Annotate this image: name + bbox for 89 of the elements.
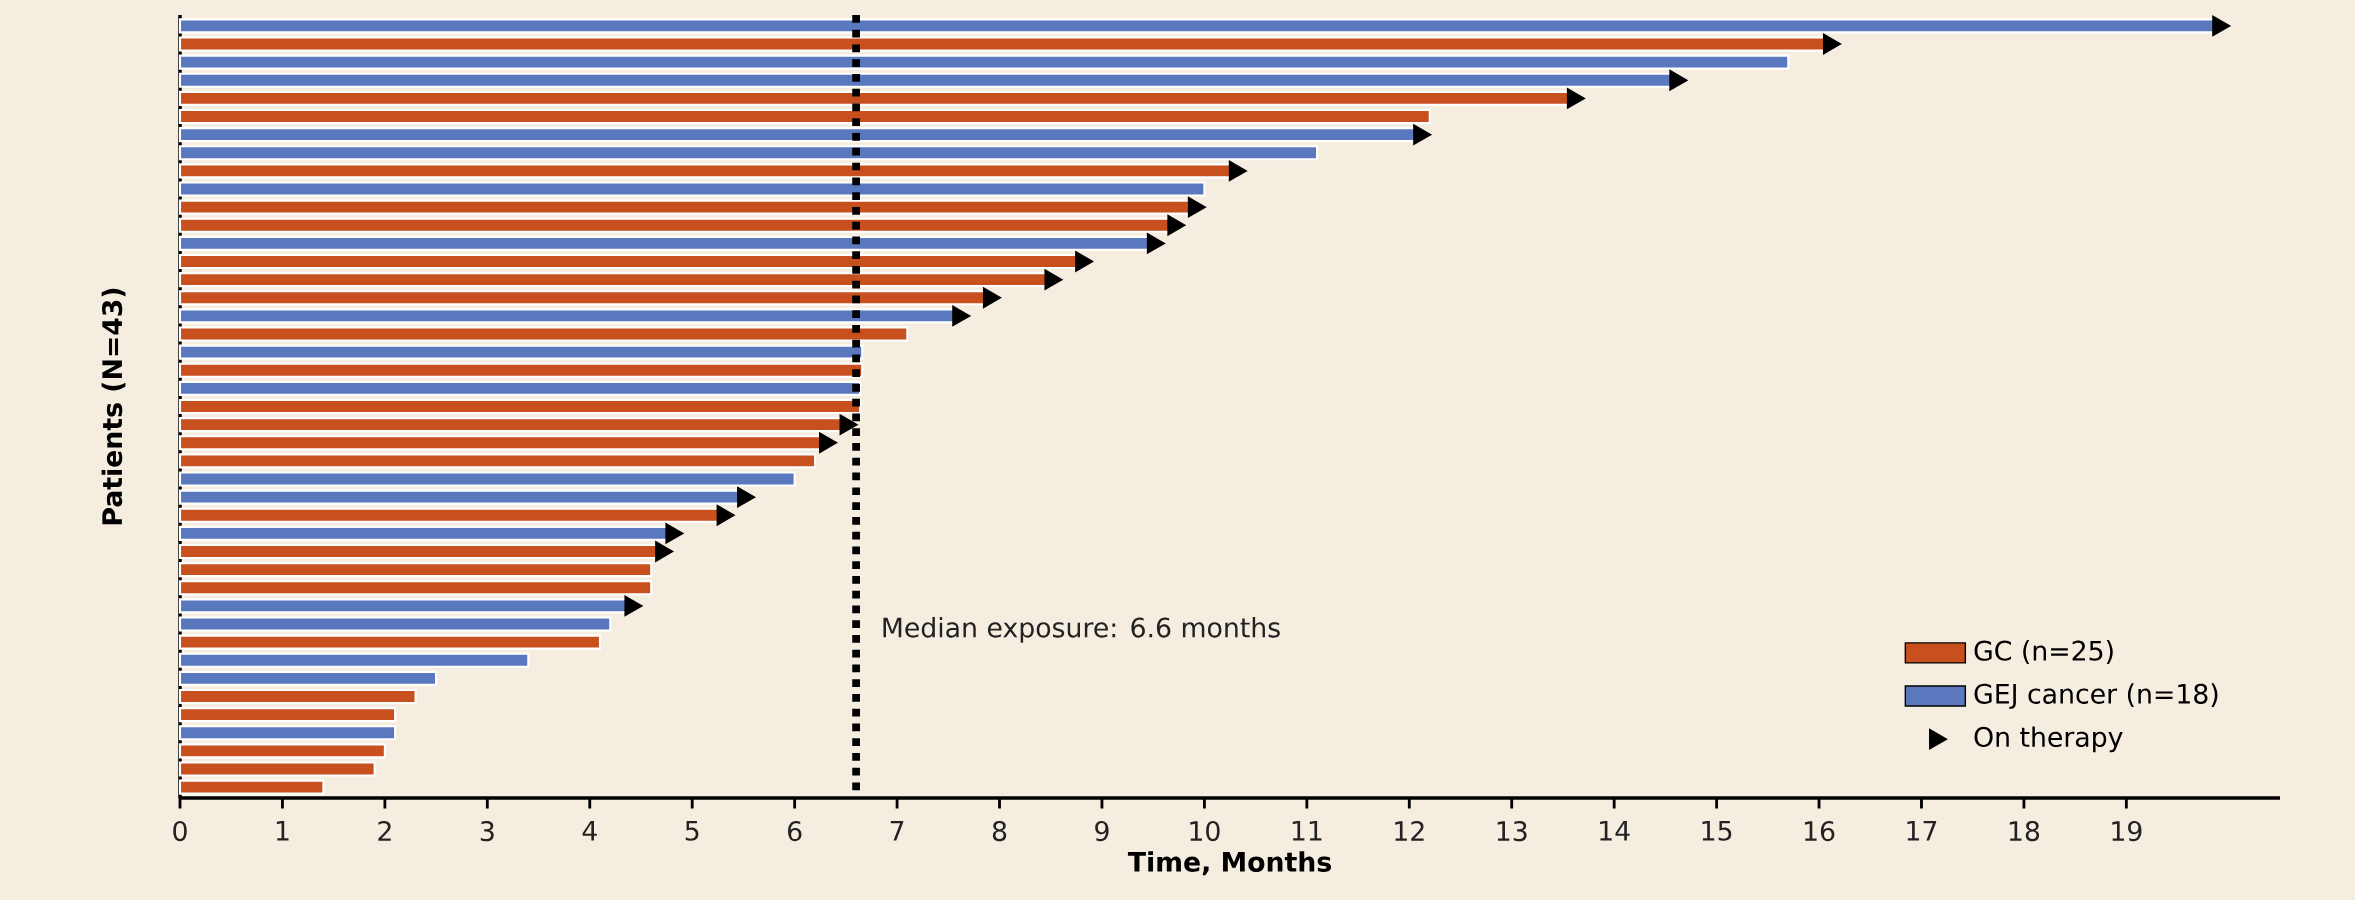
- point: [737, 486, 756, 508]
- bar: [178, 761, 376, 777]
- x-tick-label: 11: [1292, 820, 1322, 841]
- bar: [178, 145, 1319, 161]
- point: [655, 541, 674, 562]
- x-tick-label: 2: [378, 820, 391, 841]
- bar: [178, 54, 1790, 70]
- bar: [178, 707, 397, 723]
- bar: [178, 36, 1831, 52]
- point: [839, 414, 858, 436]
- x-tick-label: 16: [1804, 820, 1835, 842]
- x-tick-label: 12: [1395, 820, 1424, 841]
- bar: [178, 543, 663, 560]
- bar: [178, 90, 1575, 106]
- bar: [178, 725, 397, 741]
- x-tick-label: 1: [276, 820, 289, 841]
- point: [624, 595, 643, 617]
- legend-label: GEJ cancer (n=18): [1974, 683, 2218, 709]
- bar: [178, 308, 960, 324]
- point: [1669, 69, 1688, 91]
- bar: [178, 652, 530, 668]
- bar: [178, 398, 862, 415]
- legend-label: GC (n=25): [1974, 640, 2113, 664]
- point: [665, 522, 684, 544]
- bar: [178, 181, 1206, 197]
- x-axis-title: Time, Months: [1127, 851, 1331, 876]
- x-tick-label: 19: [2112, 820, 2142, 842]
- bar: [178, 616, 612, 632]
- bar: [178, 18, 2220, 34]
- x-tick-label: 13: [1497, 820, 1527, 842]
- point: [819, 432, 838, 454]
- point: [1822, 33, 1842, 55]
- bar: [178, 253, 1083, 270]
- bar: [178, 417, 847, 433]
- bar: [178, 127, 1421, 143]
- x-tick-label: 8: [992, 820, 1007, 842]
- bar: [178, 217, 1175, 233]
- point: [1228, 160, 1248, 182]
- point: [1044, 269, 1063, 291]
- legend-label: On therapy: [1974, 726, 2123, 753]
- y-axis-title: Patients (N=43): [101, 288, 126, 525]
- bar: [178, 598, 632, 614]
- bar: [178, 72, 1677, 88]
- x-tick-label: 3: [480, 820, 494, 842]
- x-tick-label: 6: [788, 820, 802, 842]
- x-tick-label: 7: [890, 820, 904, 841]
- bar: [178, 108, 1431, 125]
- x-tick-label: 5: [685, 820, 699, 841]
- bar: [178, 380, 862, 396]
- bar: [178, 272, 1052, 288]
- bar: [178, 688, 417, 705]
- bar: [178, 580, 653, 596]
- point: [2212, 15, 2231, 37]
- x-tick-label: 9: [1095, 820, 1109, 842]
- bar: [178, 235, 1155, 251]
- x-tick-label: 14: [1600, 820, 1630, 841]
- bar: [178, 290, 991, 306]
- bar: [178, 562, 653, 578]
- point: [1413, 124, 1432, 146]
- point: [1167, 214, 1186, 236]
- bar: [178, 634, 602, 650]
- point: [1146, 232, 1166, 254]
- bar: [178, 326, 909, 342]
- x-tick-label: 10: [1190, 820, 1220, 842]
- bar: [178, 779, 325, 795]
- point: [982, 287, 1002, 309]
- point: [716, 504, 735, 526]
- bar: [178, 471, 796, 487]
- bar: [178, 525, 673, 541]
- bar: [178, 344, 864, 360]
- bar: [178, 743, 386, 759]
- bar: [178, 199, 1196, 215]
- point: [1187, 196, 1207, 218]
- bar: [178, 435, 827, 451]
- bar: [178, 163, 1237, 179]
- bar: [178, 453, 817, 469]
- x-tick-label: 0: [173, 820, 187, 842]
- bar: [178, 362, 864, 378]
- x-tick-label: 17: [1907, 820, 1937, 841]
- bar: [178, 670, 438, 686]
- bar: [178, 489, 745, 505]
- ref-line-label: Median exposure: 6.6 months: [883, 616, 1280, 643]
- point: [952, 305, 971, 327]
- x-tick-label: 18: [2009, 820, 2040, 842]
- x-tick-label: 15: [1702, 820, 1732, 841]
- point: [1566, 87, 1586, 109]
- bar: [178, 507, 724, 523]
- x-tick-label: 4: [582, 820, 597, 841]
- point: [1075, 251, 1094, 272]
